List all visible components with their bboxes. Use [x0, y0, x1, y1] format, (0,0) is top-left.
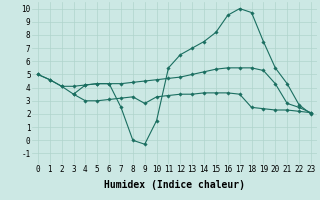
X-axis label: Humidex (Indice chaleur): Humidex (Indice chaleur): [104, 180, 245, 190]
